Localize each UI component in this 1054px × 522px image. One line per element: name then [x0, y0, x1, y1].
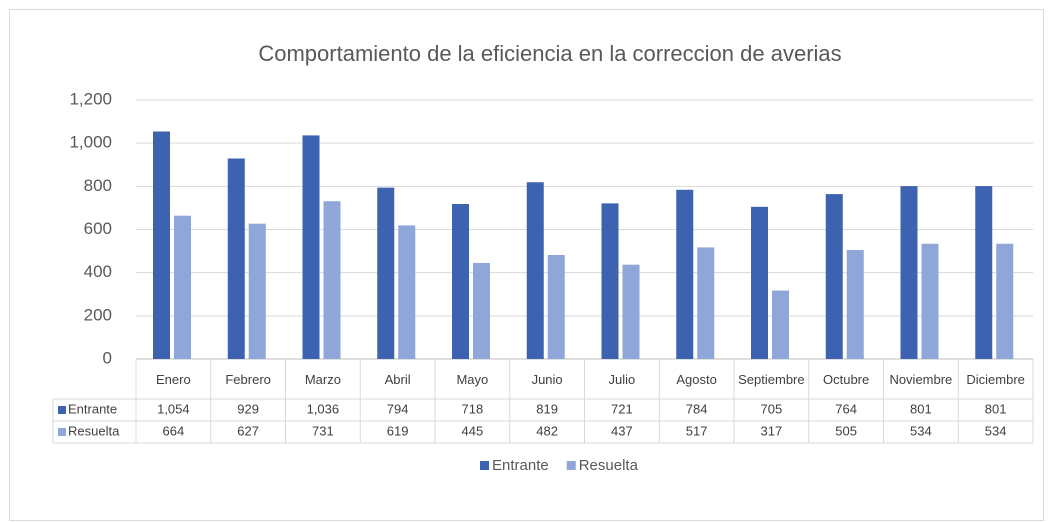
table-value: 794 — [387, 401, 409, 416]
table-value: 929 — [237, 401, 259, 416]
x-tick-label: Abril — [384, 371, 411, 387]
bar — [751, 206, 768, 359]
y-tick-label: 600 — [84, 219, 112, 238]
legend-label: Resuelta — [579, 457, 639, 474]
table-value: 718 — [462, 401, 484, 416]
y-tick-label: 400 — [84, 262, 112, 281]
bar — [398, 225, 416, 359]
table-value: 534 — [985, 423, 1007, 438]
x-tick-label: Junio — [531, 371, 563, 387]
table-value: 619 — [387, 423, 409, 438]
table-value: 664 — [163, 423, 185, 438]
bar — [900, 186, 918, 359]
x-tick-label: Febrero — [225, 371, 271, 387]
legend-key — [58, 406, 66, 414]
table-value: 317 — [761, 423, 783, 438]
table-value: 437 — [611, 423, 633, 438]
legend-label: Entrante — [492, 457, 549, 474]
bar — [473, 262, 490, 359]
bar — [227, 158, 245, 359]
legend-key — [566, 461, 576, 470]
table-value: 1,054 — [157, 401, 190, 416]
y-tick-label: 800 — [84, 176, 112, 195]
x-tick-label: Septiembre — [738, 371, 805, 387]
category-cell: Diciembre — [966, 371, 1025, 387]
category-cell: Enero — [156, 371, 191, 387]
table-value: 764 — [835, 401, 857, 416]
table-value: 784 — [686, 401, 708, 416]
bar — [174, 215, 191, 359]
category-cell: Febrero — [225, 371, 271, 387]
x-tick-label: Agosto — [676, 371, 717, 387]
category-cell: Mayo — [456, 371, 489, 387]
table-value: 721 — [611, 401, 633, 416]
category-cell: Noviembre — [889, 371, 953, 387]
table-value: 731 — [312, 423, 334, 438]
y-tick-label: 1,200 — [69, 89, 112, 108]
category-cell: Junio — [531, 371, 563, 387]
bar — [323, 201, 341, 359]
bar — [772, 290, 789, 359]
table-value: 705 — [761, 401, 783, 416]
table-value: 801 — [910, 401, 932, 416]
bar — [996, 243, 1014, 359]
legend-key — [480, 461, 489, 470]
bar — [452, 204, 469, 359]
bar — [622, 264, 640, 359]
table-value: 801 — [985, 401, 1007, 416]
table-value: 534 — [910, 423, 932, 438]
x-tick-label: Diciembre — [966, 371, 1025, 387]
table-value: 517 — [686, 423, 708, 438]
legend-key — [58, 428, 66, 436]
series-name: Entrante — [68, 401, 117, 416]
y-tick-label: 0 — [103, 348, 112, 367]
table-value: 819 — [536, 401, 558, 416]
bar — [975, 186, 993, 359]
table-value: 482 — [536, 423, 558, 438]
y-tick-label: 1,000 — [69, 133, 112, 152]
bar — [248, 223, 266, 359]
y-tick-label: 200 — [84, 305, 112, 324]
category-cell: Julio — [608, 371, 636, 387]
bar — [697, 247, 715, 359]
bar — [921, 243, 939, 359]
table-value: 505 — [835, 423, 857, 438]
x-tick-label: Noviembre — [889, 371, 953, 387]
bar — [676, 189, 694, 359]
x-tick-label: Octubre — [823, 371, 870, 387]
bar — [377, 187, 395, 359]
table-value: 445 — [462, 423, 484, 438]
category-cell: Agosto — [676, 371, 717, 387]
x-tick-label: Mayo — [456, 371, 489, 387]
bar — [526, 182, 544, 359]
table-value: 1,036 — [307, 401, 340, 416]
category-cell: Octubre — [823, 371, 870, 387]
bar — [302, 135, 320, 359]
x-tick-label: Marzo — [304, 371, 341, 387]
x-tick-label: Julio — [608, 371, 636, 387]
bar — [601, 203, 619, 359]
table-value: 627 — [237, 423, 259, 438]
bar — [846, 250, 864, 359]
bar — [153, 131, 170, 359]
x-tick-label: Enero — [156, 371, 191, 387]
chart-title: Comportamiento de la eficiencia en la co… — [258, 41, 841, 66]
category-cell: Septiembre — [738, 371, 805, 387]
series-name: Resuelta — [68, 423, 120, 438]
category-cell: Abril — [384, 371, 411, 387]
bar — [547, 254, 565, 359]
bar — [825, 194, 843, 359]
category-cell: Marzo — [304, 371, 341, 387]
